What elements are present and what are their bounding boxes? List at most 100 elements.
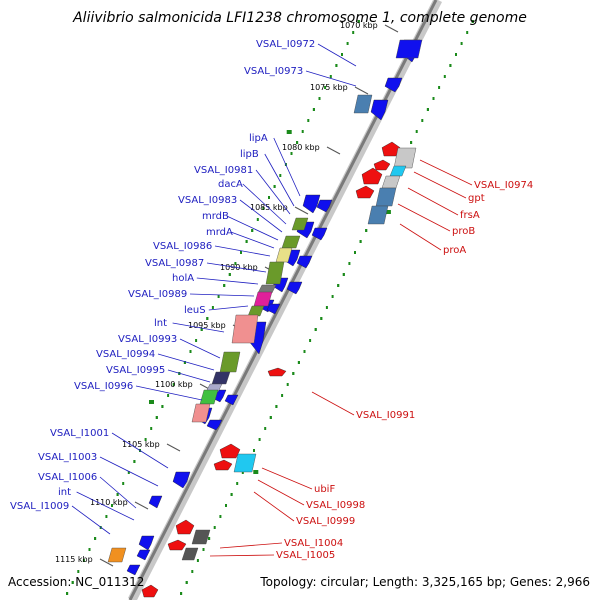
gc-dot — [415, 130, 418, 133]
reverse-gene[interactable] — [381, 141, 401, 157]
reverse-gene[interactable] — [167, 539, 187, 551]
forward-gene-block[interactable] — [395, 39, 423, 59]
reverse-gene[interactable] — [355, 185, 375, 199]
forward-gene[interactable] — [266, 303, 281, 315]
reverse-gene-label[interactable]: proB — [452, 226, 475, 237]
reverse-gene-label[interactable]: ubiF — [314, 484, 335, 495]
forward-gene-label[interactable]: VSAL_I0986 — [153, 241, 212, 252]
forward-gene-label[interactable]: VSAL_I0972 — [256, 39, 315, 50]
forward-gene-label[interactable]: lipA — [249, 133, 268, 144]
forward-leader-line — [230, 231, 275, 249]
forward-gene[interactable] — [286, 281, 303, 295]
gene-features — [107, 39, 423, 598]
reverse-gene[interactable] — [373, 159, 391, 171]
forward-gene-label[interactable]: VSAL_I0983 — [178, 195, 237, 206]
forward-gene[interactable] — [296, 255, 313, 269]
forward-gene[interactable] — [126, 564, 141, 576]
forward-gene[interactable] — [206, 419, 223, 431]
forward-gene-block[interactable] — [257, 284, 277, 294]
reverse-gene-block[interactable] — [191, 529, 211, 545]
forward-leader-line — [208, 305, 249, 311]
forward-gene-label[interactable]: lnt — [154, 318, 167, 329]
forward-gene-block[interactable] — [275, 247, 293, 263]
gc-dot — [172, 383, 175, 386]
forward-gene[interactable] — [370, 99, 389, 121]
forward-gene[interactable] — [136, 549, 151, 561]
reverse-gene-block[interactable] — [381, 175, 401, 189]
forward-gene-label[interactable]: VSAL_I1001 — [50, 428, 109, 439]
forward-gene-block[interactable] — [247, 305, 265, 317]
forward-gene-label[interactable]: VSAL_I0981 — [194, 165, 253, 176]
reverse-gene-label[interactable]: proA — [443, 245, 466, 256]
forward-gene-block[interactable] — [353, 94, 373, 114]
forward-leader-line — [99, 456, 159, 487]
gc-dot — [236, 482, 239, 485]
reverse-gene[interactable] — [267, 367, 287, 377]
gc-dot — [329, 75, 332, 78]
reverse-gene-label[interactable]: VSAL_I0974 — [474, 180, 533, 191]
forward-gene[interactable] — [148, 495, 163, 509]
forward-gene-label[interactable]: lipB — [240, 149, 259, 160]
forward-gene-label[interactable]: VSAL_I0996 — [74, 381, 133, 392]
forward-gene-label[interactable]: VSAL_I0987 — [145, 258, 204, 269]
reverse-gene[interactable] — [219, 443, 241, 459]
reverse-gene-label[interactable]: VSAL_I0999 — [296, 516, 355, 527]
forward-gene[interactable] — [172, 471, 191, 489]
gc-dot — [245, 240, 248, 243]
forward-gene-label[interactable]: int — [58, 487, 71, 498]
forward-gene-label[interactable]: VSAL_I0993 — [118, 334, 177, 345]
reverse-gene-block[interactable] — [181, 547, 199, 561]
reverse-gene[interactable] — [141, 584, 159, 598]
forward-gene[interactable] — [138, 535, 155, 551]
forward-gene[interactable] — [302, 194, 321, 214]
gc-bar — [253, 470, 259, 474]
reverse-gene-block[interactable] — [367, 205, 389, 225]
reverse-gene-block[interactable] — [393, 147, 417, 169]
gc-dot — [228, 273, 231, 276]
forward-gene-block[interactable] — [191, 403, 211, 423]
forward-gene[interactable] — [316, 199, 333, 213]
forward-gene-label[interactable]: VSAL_I0989 — [128, 289, 187, 300]
forward-gene[interactable] — [311, 227, 328, 241]
reverse-gene-block[interactable] — [389, 165, 407, 177]
forward-gene-block[interactable] — [199, 389, 219, 405]
reverse-gene[interactable] — [213, 459, 233, 471]
forward-gene-block[interactable] — [265, 261, 285, 285]
kbp-tick-mark — [384, 24, 399, 33]
forward-gene[interactable] — [384, 77, 403, 93]
reverse-gene-label[interactable]: VSAL_I1004 — [284, 538, 343, 549]
forward-leader-line — [71, 505, 111, 535]
reverse-gene[interactable] — [175, 519, 195, 535]
forward-gene-label[interactable]: mrdA — [206, 227, 233, 238]
reverse-gene-label[interactable]: VSAL_I0998 — [306, 500, 365, 511]
forward-gene-label[interactable]: VSAL_I0995 — [106, 365, 165, 376]
reverse-gene-label[interactable]: VSAL_I0991 — [356, 410, 415, 421]
forward-gene-label[interactable]: dacA — [218, 179, 243, 190]
reverse-gene[interactable] — [361, 167, 383, 185]
reverse-gene-label[interactable]: frsA — [460, 210, 480, 221]
forward-gene-block[interactable] — [219, 351, 241, 373]
forward-gene[interactable] — [224, 394, 239, 406]
forward-gene-label[interactable]: VSAL_I0994 — [96, 349, 155, 360]
forward-gene-label[interactable]: VSAL_I1006 — [38, 472, 97, 483]
forward-gene-label[interactable]: VSAL_I1009 — [10, 501, 69, 512]
reverse-gene-label[interactable]: gpt — [468, 193, 485, 204]
reverse-gene-block[interactable] — [375, 187, 397, 207]
forward-gene-block[interactable] — [253, 291, 273, 307]
reverse-gene-block[interactable] — [233, 453, 257, 473]
forward-gene-block[interactable] — [211, 371, 231, 385]
gc-dot — [290, 152, 293, 155]
kbp-tick-label: 1110 kbp — [90, 498, 128, 507]
forward-gene-block[interactable] — [281, 235, 301, 249]
forward-gene-label[interactable]: leuS — [184, 305, 206, 316]
forward-gene-block[interactable] — [231, 314, 259, 344]
reverse-gene-label[interactable]: VSAL_I1005 — [276, 550, 335, 561]
forward-leader-line — [179, 338, 221, 359]
forward-gene-label[interactable]: holA — [172, 273, 194, 284]
forward-gene-label[interactable]: VSAL_I0973 — [244, 66, 303, 77]
forward-gene-block[interactable] — [107, 547, 127, 563]
forward-gene-label[interactable]: VSAL_I1003 — [38, 452, 97, 463]
forward-gene-label[interactable]: mrdB — [202, 211, 229, 222]
forward-gene-block[interactable] — [291, 217, 309, 231]
